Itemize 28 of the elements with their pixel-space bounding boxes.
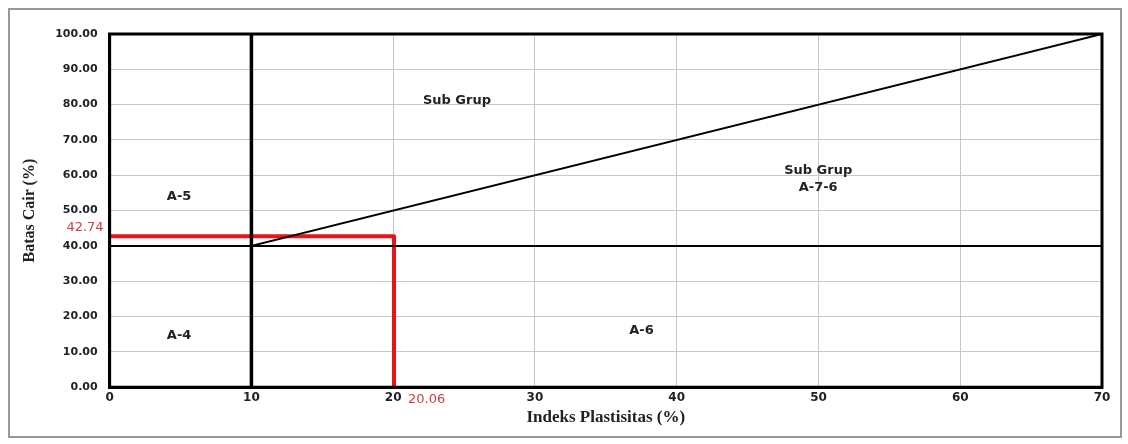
annotation: Sub Grup A-7-6: [784, 161, 853, 194]
x-tick-label: 0: [105, 389, 114, 404]
x-axis-title: Indeks Plastisitas (%): [526, 407, 686, 427]
x-tick-label: 10: [243, 389, 260, 404]
y-tick-label: 80.00: [62, 97, 98, 111]
annotation: A-4: [166, 327, 192, 343]
y-tick-label: 30.00: [62, 274, 98, 288]
y-tick-label: 0.00: [70, 380, 98, 394]
annotation: 42.74: [66, 219, 104, 235]
y-tick-label: 20.00: [62, 309, 98, 323]
y-tick-label: 40.00: [62, 238, 98, 252]
x-tick-label: 60: [951, 389, 969, 404]
x-tick-label: 30: [526, 389, 544, 404]
x-tick-label: 70: [1093, 389, 1111, 404]
y-tick-label: 10.00: [62, 344, 98, 358]
y-tick-label: 100.00: [55, 26, 98, 40]
annotation: 20.06: [408, 391, 446, 407]
y-tick-label: 90.00: [62, 62, 98, 76]
x-tick-label: 50: [810, 389, 827, 404]
y-tick-label: 70.00: [62, 132, 98, 146]
y-tick-label: 60.00: [62, 168, 98, 182]
annotation: A-6: [629, 322, 654, 338]
annotation: A-5: [166, 187, 192, 203]
annotation: Sub Grup: [422, 92, 492, 108]
x-tick-label: 20: [384, 389, 402, 404]
y-axis-title: Batas Cair (%): [19, 158, 38, 263]
y-tick-label: 50.00: [62, 203, 98, 217]
x-tick-label: 40: [668, 389, 686, 404]
